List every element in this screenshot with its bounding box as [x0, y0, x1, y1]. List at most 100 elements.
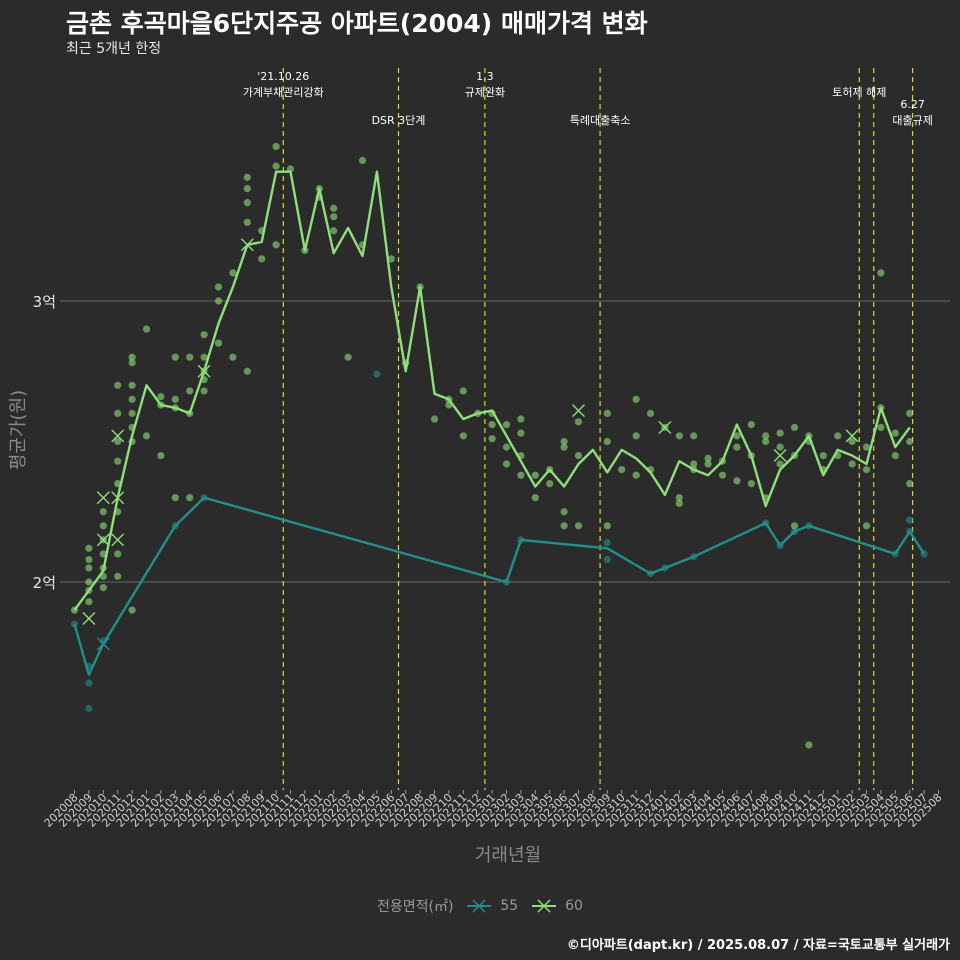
scatter-point	[186, 387, 194, 395]
event-label: 규제완화	[465, 86, 505, 99]
cross-stroke	[572, 404, 585, 418]
scatter-point	[272, 241, 280, 249]
scatter-point	[128, 395, 136, 403]
scatter-point	[99, 508, 107, 516]
legend-label-60: 60	[565, 898, 583, 914]
scatter-point	[862, 443, 871, 451]
legend-key-60-icon	[531, 899, 556, 913]
cross-marker	[96, 491, 110, 505]
scatter-point	[85, 704, 93, 713]
scatter-point	[747, 480, 755, 488]
scatter-point	[517, 429, 525, 437]
scatter-point	[632, 395, 640, 403]
cross-marker	[658, 420, 672, 434]
event-label: 특례대출축소	[570, 114, 631, 127]
scatter-point	[805, 741, 813, 749]
scatter-point	[114, 457, 122, 465]
scatter-point	[85, 679, 93, 687]
y-axis-label: 평균가(원)	[8, 390, 29, 470]
scatter-point	[200, 387, 208, 395]
scatter-point	[358, 156, 367, 165]
cross-marker	[572, 404, 585, 418]
scatter-point	[243, 199, 251, 207]
cross-marker	[845, 429, 859, 443]
scatter-point	[114, 437, 122, 446]
event-label: 토허제 해제	[832, 85, 886, 99]
scatter-points	[70, 142, 928, 749]
legend-key-55-icon	[466, 899, 491, 913]
scatter-point	[560, 437, 568, 446]
chart-subtitle: 최근 5개년 한정	[66, 41, 162, 57]
scatter-point	[330, 204, 338, 212]
scatter-point	[128, 381, 136, 389]
cross-stroke	[111, 491, 125, 505]
cross-marker	[197, 364, 211, 378]
scatter-point	[171, 395, 179, 403]
cross-marker	[96, 637, 110, 651]
cross-stroke	[240, 238, 254, 252]
scatter-point	[762, 437, 770, 446]
scatter-point	[560, 443, 568, 451]
scatter-point	[330, 213, 338, 221]
scatter-point	[128, 606, 136, 614]
scatter-point	[243, 185, 251, 193]
scatter-point	[546, 480, 554, 488]
scatter-point	[99, 584, 107, 592]
cross-stroke	[96, 533, 110, 547]
scatter-point	[171, 494, 179, 502]
y-tick-label: 2억	[33, 574, 56, 592]
scatter-point	[128, 359, 136, 367]
scatter-point	[690, 460, 698, 468]
event-label: '21.10.26	[257, 70, 309, 83]
scatter-point	[790, 423, 799, 432]
scatter-point	[85, 544, 93, 552]
grid-layer	[60, 300, 950, 583]
event-label: 1.3	[476, 70, 494, 83]
scatter-point	[733, 432, 741, 440]
scatter-point	[214, 283, 223, 291]
scatter-point	[906, 480, 914, 488]
scatter-point	[632, 432, 640, 440]
cross-marker	[240, 238, 254, 252]
scatter-point	[114, 409, 122, 417]
event-label: 가계부채관리강화	[243, 86, 324, 99]
scatter-point	[531, 471, 539, 479]
scatter-point	[891, 429, 899, 437]
scatter-point	[603, 555, 611, 564]
cross-marker	[111, 533, 125, 547]
scatter-point	[704, 460, 712, 468]
scatter-point	[906, 409, 914, 417]
scatter-point	[618, 466, 626, 474]
scatter-point	[574, 451, 583, 460]
scatter-point	[114, 550, 122, 558]
scatter-point	[531, 494, 539, 502]
scatter-point	[142, 432, 151, 440]
scatter-point	[85, 564, 93, 572]
x-axis-label: 거래년월	[475, 845, 541, 866]
scatter-point	[258, 255, 266, 263]
scatter-point	[675, 499, 683, 507]
scatter-point	[906, 516, 914, 524]
series-line-55	[73, 496, 926, 676]
scatter-point	[646, 409, 655, 417]
scatter-point	[574, 522, 583, 530]
chart-title: 금촌 후곡마을6단지주공 아파트(2004) 매매가격 변화	[66, 9, 648, 38]
event-label: 6.27	[900, 98, 925, 111]
scatter-point	[373, 370, 381, 378]
scatter-point	[243, 173, 251, 181]
scatter-point	[157, 451, 165, 460]
cross-stroke	[197, 364, 211, 378]
scatter-point	[214, 297, 223, 305]
scatter-point	[675, 494, 683, 502]
scatter-point	[214, 339, 223, 347]
scatter-point	[704, 454, 712, 462]
scatter-point	[344, 353, 352, 361]
scatter-point	[776, 443, 784, 451]
scatter-point	[603, 409, 611, 417]
cross-markers	[82, 238, 859, 651]
scatter-point	[718, 471, 727, 479]
scatter-point	[243, 367, 251, 375]
scatter-point	[430, 415, 439, 423]
scatter-point	[157, 392, 165, 401]
